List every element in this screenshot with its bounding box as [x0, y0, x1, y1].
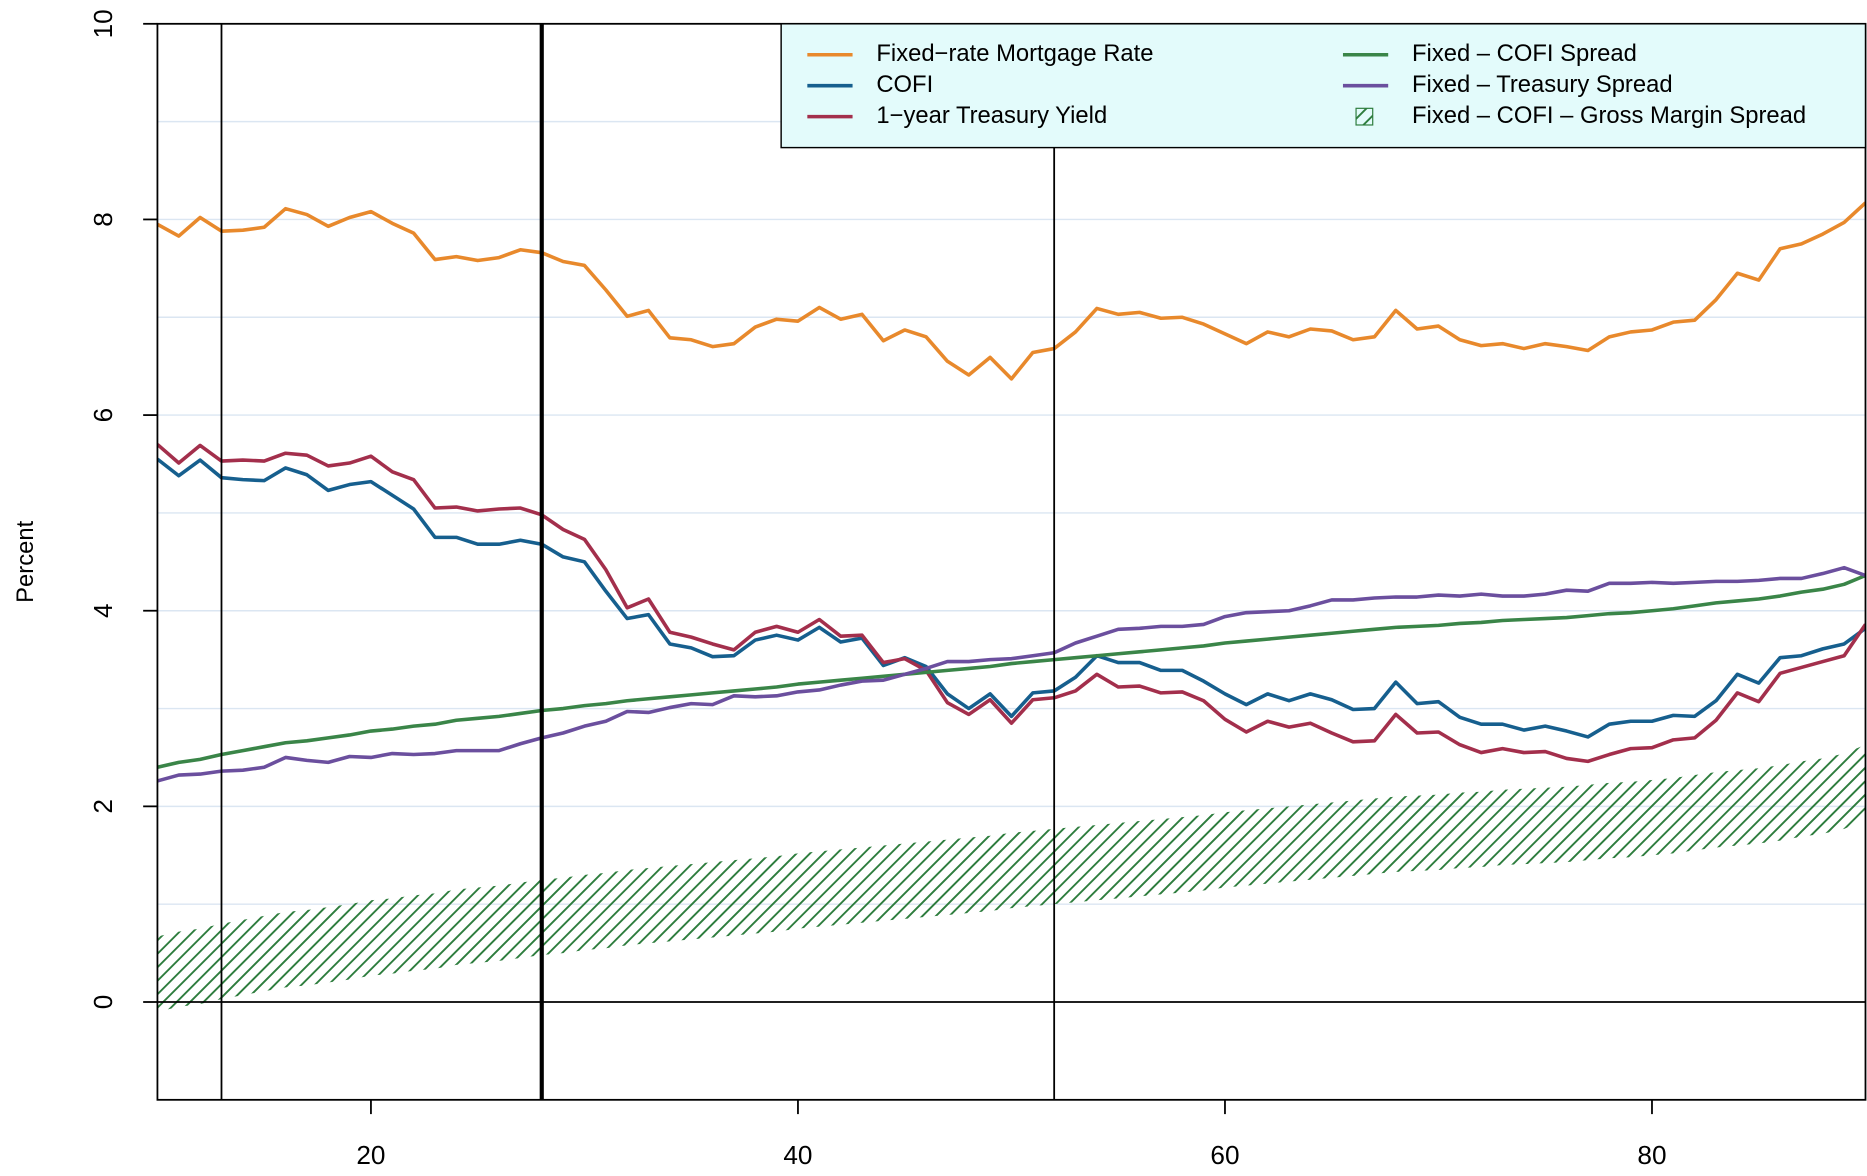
series-line	[157, 573, 1866, 769]
series-line	[157, 457, 1866, 739]
plot-area	[157, 201, 1866, 1012]
legend-label: Fixed – COFI Spread	[1412, 40, 1637, 67]
legend-label: Fixed – COFI – Gross Margin Spread	[1412, 102, 1806, 129]
x-tick-label: 60	[1210, 1140, 1239, 1170]
series-line	[157, 201, 1866, 381]
legend-label: COFI	[876, 71, 933, 98]
x-tick-label: 80	[1637, 1140, 1666, 1170]
legend-box	[780, 23, 1867, 149]
x-tick-label: 20	[356, 1140, 385, 1170]
y-axis-label: Percent	[12, 520, 39, 602]
y-tick-label: 2	[88, 799, 118, 814]
series-line	[157, 565, 1866, 783]
series-line	[157, 443, 1866, 764]
legend-swatch	[1355, 107, 1374, 126]
legend-label: 1−year Treasury Yield	[876, 102, 1107, 129]
y-tick-label: 4	[88, 603, 118, 618]
legend-label: Fixed−rate Mortgage Rate	[876, 40, 1153, 67]
band-area	[157, 744, 1866, 1012]
y-tick-label: 6	[88, 408, 118, 423]
legend-label: Fixed – Treasury Spread	[1412, 71, 1673, 98]
y-tick-label: 0	[88, 995, 118, 1010]
x-tick-label: 40	[783, 1140, 812, 1170]
y-tick-label: 10	[88, 9, 118, 38]
y-tick-label: 8	[88, 212, 118, 227]
